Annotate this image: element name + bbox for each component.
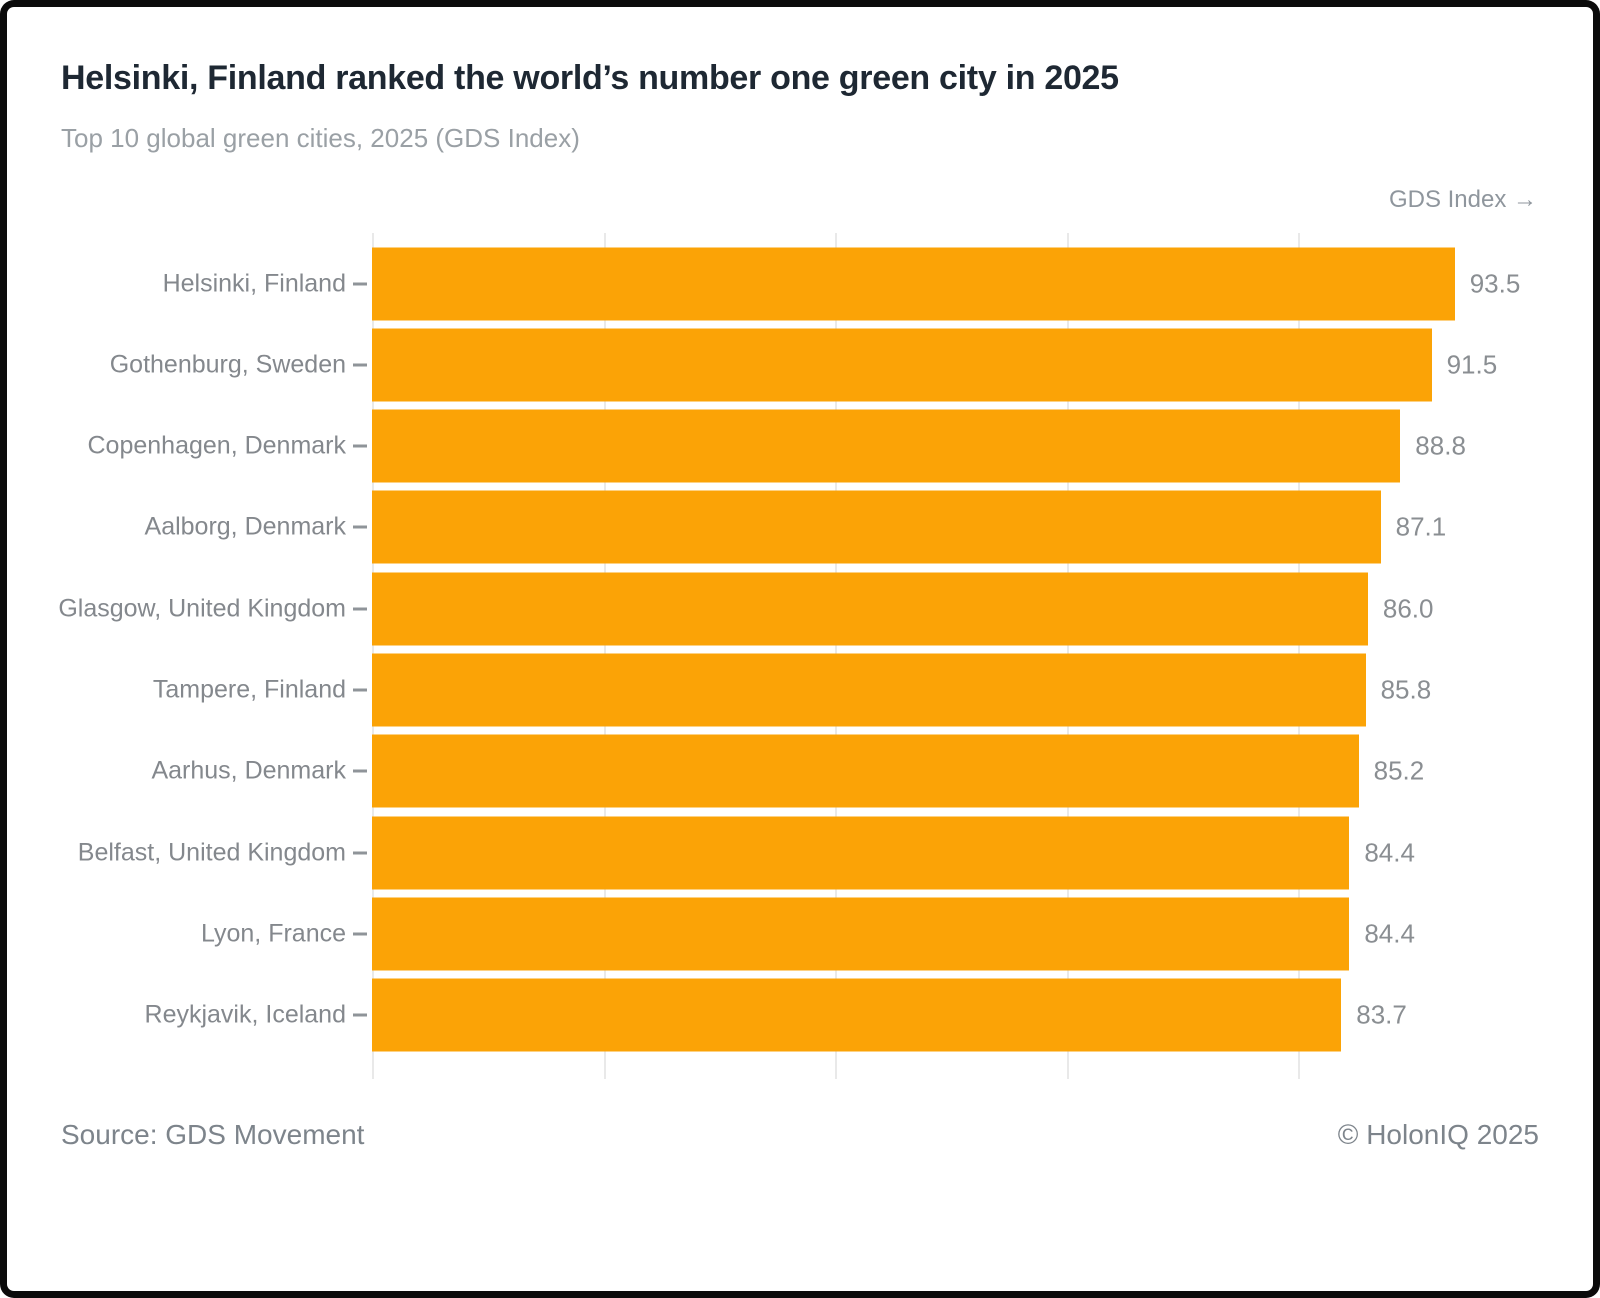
value-label: 86.0 xyxy=(1382,593,1434,624)
bar xyxy=(372,247,1455,320)
bar xyxy=(372,490,1381,564)
category-label: Copenhagen, Denmark xyxy=(87,431,347,460)
category-label: Reykjavik, Iceland xyxy=(144,1000,346,1029)
bar xyxy=(372,328,1432,402)
value-label: 83.7 xyxy=(1356,999,1407,1030)
bar-row: Copenhagen, Denmark 88.8 xyxy=(7,406,1593,487)
axis-tick xyxy=(353,932,367,936)
bar-row: Helsinki, Finland 93.5 xyxy=(7,243,1593,324)
bar-row: Reykjavik, Iceland 83.7 xyxy=(7,975,1593,1056)
copyright-note: © HolonIQ 2025 xyxy=(1337,1119,1539,1150)
axis-tick xyxy=(353,444,367,448)
bar xyxy=(372,978,1342,1052)
bar-row: Glasgow, United Kingdom 86.0 xyxy=(7,568,1593,649)
axis-tick xyxy=(353,363,367,367)
axis-tick xyxy=(353,607,367,611)
category-label: Aarhus, Denmark xyxy=(151,756,346,785)
bar xyxy=(372,409,1401,483)
value-label: 91.5 xyxy=(1446,349,1498,380)
category-label: Belfast, United Kingdom xyxy=(77,838,346,867)
category-label: Glasgow, United Kingdom xyxy=(58,594,346,623)
bar-row: Aalborg, Denmark 87.1 xyxy=(7,487,1593,568)
axis-tick xyxy=(353,851,367,855)
value-label: 88.8 xyxy=(1415,430,1466,461)
category-label: Tampere, Finland xyxy=(152,675,346,704)
category-label: Helsinki, Finland xyxy=(162,269,346,297)
bar-row: Gothenburg, Sweden 91.5 xyxy=(7,324,1593,405)
chart-subtitle: Top 10 global green cities, 2025 (GDS In… xyxy=(61,123,580,153)
bar-row: Lyon, France 84.4 xyxy=(7,894,1593,975)
chart-card: Helsinki, Finland ranked the world’s num… xyxy=(7,7,1593,1291)
axis-tick xyxy=(353,1013,367,1017)
axis-tick xyxy=(353,688,367,692)
value-label: 93.5 xyxy=(1469,268,1521,298)
bar-chart: Helsinki, Finland 93.5 Gothenburg, Sweden 9… xyxy=(7,7,1593,1291)
category-label: Gothenburg, Sweden xyxy=(109,350,346,379)
value-label: 84.4 xyxy=(1364,918,1415,949)
source-note: Source: GDS Movement xyxy=(61,1119,365,1150)
axis-tick xyxy=(353,282,367,285)
axis-tick xyxy=(353,525,367,529)
bar xyxy=(372,734,1359,808)
bar-row: Belfast, United Kingdom 84.4 xyxy=(7,812,1593,893)
bar xyxy=(372,816,1350,890)
bar-row: Aarhus, Denmark 85.2 xyxy=(7,731,1593,812)
x-axis-label: GDS Index → xyxy=(1388,186,1537,213)
value-label: 87.1 xyxy=(1395,511,1447,542)
bar xyxy=(372,897,1350,971)
value-label: 85.2 xyxy=(1373,755,1425,786)
bar-row: Tampere, Finland 85.8 xyxy=(7,650,1593,731)
category-label: Aalborg, Denmark xyxy=(144,512,346,541)
value-label: 84.4 xyxy=(1364,837,1415,868)
bar xyxy=(372,653,1366,727)
chart-title: Helsinki, Finland ranked the world’s num… xyxy=(61,59,1119,97)
bar xyxy=(372,572,1368,646)
value-label: 85.8 xyxy=(1380,674,1432,705)
category-label: Lyon, France xyxy=(201,919,346,948)
axis-tick xyxy=(353,769,367,773)
